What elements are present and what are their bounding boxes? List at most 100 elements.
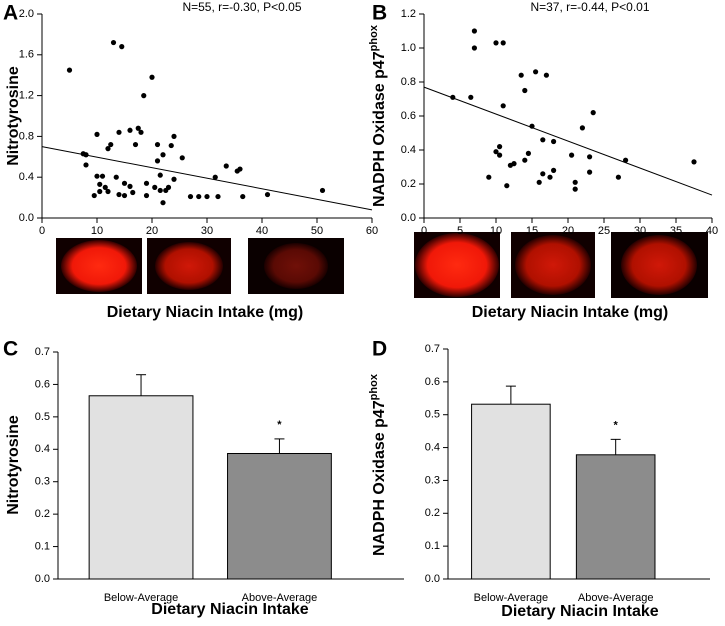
y-tick-label: 0.6	[35, 378, 50, 390]
y-tick-label: 0.5	[425, 409, 440, 421]
data-point	[486, 174, 492, 180]
y-tick-label: 1.2	[19, 90, 34, 102]
data-point	[157, 172, 163, 178]
data-point	[497, 144, 503, 150]
data-point	[572, 186, 578, 192]
trend-line	[41, 146, 373, 211]
data-point	[691, 159, 697, 165]
data-point	[165, 184, 172, 190]
x-tick-label: 40	[256, 225, 268, 237]
data-point	[135, 125, 141, 131]
data-point	[116, 191, 122, 198]
x-axis-label: Dietary Niacin Intake	[501, 603, 659, 620]
data-point	[623, 157, 629, 163]
data-point	[237, 166, 243, 172]
x-tick-label: 30	[201, 225, 213, 237]
y-tick-label: 0.2	[425, 507, 440, 519]
data-point	[590, 110, 596, 116]
data-point	[543, 72, 550, 78]
y-tick-label: 1.6	[19, 49, 34, 61]
data-point	[152, 184, 158, 190]
y-tick-label: 0.3	[35, 476, 50, 488]
data-point	[91, 192, 97, 199]
y-tick-label: 0.2	[401, 178, 416, 190]
data-point	[149, 74, 155, 80]
data-point	[116, 129, 122, 135]
data-point	[160, 152, 166, 158]
data-point	[511, 161, 517, 167]
y-axis-label-text: Nitrotyrosine	[5, 66, 22, 166]
data-point	[493, 149, 499, 155]
y-tick-label: 2.0	[19, 8, 34, 20]
x-tick-label: 10	[490, 225, 502, 237]
y-tick-label: 0.6	[425, 376, 440, 388]
data-point	[504, 183, 510, 189]
data-point	[493, 40, 499, 46]
data-point	[121, 192, 128, 199]
micrographs	[56, 232, 708, 298]
x-tick-label: 60	[366, 225, 378, 237]
data-point	[551, 167, 557, 173]
data-point	[157, 187, 163, 194]
data-point	[471, 45, 477, 51]
data-point	[97, 188, 103, 195]
x-tick-label: Above-Average	[242, 592, 318, 604]
x-tick-label: 50	[311, 225, 323, 237]
y-axis-label-text: NADPH Oxidase p47	[371, 400, 388, 556]
data-point	[141, 93, 147, 99]
x-tick-label: 15	[526, 225, 538, 237]
data-point	[113, 174, 119, 180]
data-point	[196, 193, 202, 200]
x-tick-label: 40	[706, 225, 718, 237]
x-tick-label: 35	[670, 225, 682, 237]
y-tick-label: 0.5	[35, 411, 50, 423]
y-axis-label: Nitrotyrosine	[5, 66, 22, 166]
x-tick-label: Above-Average	[578, 592, 654, 604]
data-point	[154, 141, 161, 148]
data-point	[536, 179, 542, 185]
data-point	[127, 183, 133, 189]
data-point	[187, 193, 194, 200]
data-point	[105, 188, 111, 195]
y-axis-label-text: Nitrotyrosine	[5, 415, 22, 515]
data-point	[500, 40, 506, 46]
y-tick-label: 1.0	[401, 42, 416, 54]
y-tick-label: 0.4	[35, 443, 50, 455]
data-point	[108, 141, 114, 148]
data-point	[105, 146, 111, 152]
y-tick-label: 0.8	[19, 130, 34, 142]
data-point	[500, 103, 506, 109]
data-point	[547, 174, 553, 180]
y-axis-label-superscript: phox	[368, 24, 380, 51]
x-tick-label: 30	[634, 225, 646, 237]
data-point	[525, 150, 532, 156]
data-point	[569, 152, 575, 158]
x-axis-label: Dietary Niacin Intake (mg)	[472, 304, 669, 321]
y-tick-label: 0.4	[401, 144, 416, 156]
data-point	[94, 131, 100, 137]
data-point	[587, 154, 593, 160]
x-tick-label: 20	[562, 225, 574, 237]
data-point	[83, 152, 89, 158]
data-point	[223, 163, 229, 169]
trend-line	[423, 86, 713, 196]
data-point	[497, 152, 503, 158]
data-point	[319, 187, 326, 194]
y-tick-label: 1.2	[401, 8, 416, 20]
x-axis-label: Dietary Niacin Intake (mg)	[107, 304, 304, 321]
data-point	[171, 133, 177, 139]
y-tick-label: 0.1	[35, 540, 50, 552]
data-point	[130, 189, 136, 196]
y-tick-label: 0.7	[35, 346, 50, 358]
data-point	[587, 169, 593, 175]
data-point	[471, 28, 477, 34]
data-point	[143, 180, 150, 186]
y-axis-label-superscript: phox	[368, 373, 380, 400]
y-tick-label: 0.0	[401, 212, 416, 224]
x-tick-label: 25	[598, 225, 610, 237]
data-point	[168, 142, 174, 149]
x-tick-label: 0	[39, 225, 45, 237]
y-axis-label: Nitrotyrosine	[5, 415, 22, 515]
y-tick-label: 0.0	[19, 212, 34, 224]
panel-letter: D	[372, 338, 387, 361]
